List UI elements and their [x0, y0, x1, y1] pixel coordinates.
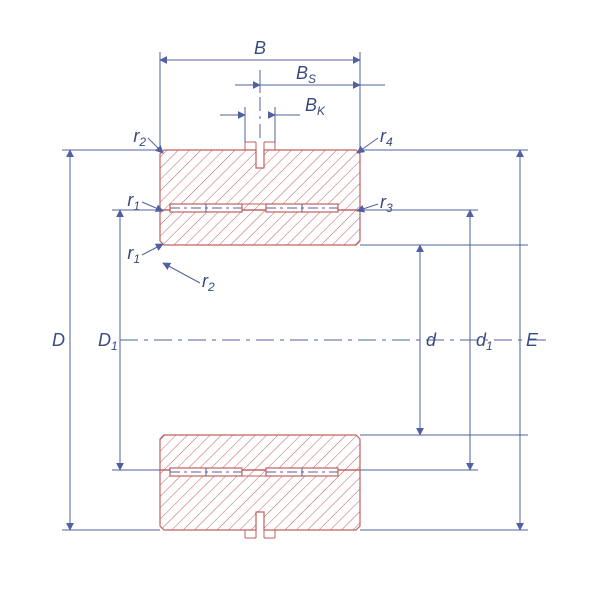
svg-text:E: E [526, 330, 539, 350]
svg-text:d: d [426, 330, 437, 350]
svg-text:BS: BS [296, 63, 316, 86]
label-B: B [254, 38, 266, 58]
svg-text:r1: r1 [127, 243, 140, 266]
svg-text:r2: r2 [202, 271, 215, 294]
svg-text:D1: D1 [98, 330, 118, 353]
bearing-section-diagram: BBSBKr2r4r1r1r3r2DD1dd1E [0, 0, 600, 600]
svg-text:r2: r2 [133, 126, 146, 149]
svg-text:d1: d1 [476, 330, 493, 353]
svg-text:BK: BK [305, 95, 326, 118]
svg-text:r3: r3 [380, 192, 393, 215]
svg-text:D: D [52, 330, 65, 350]
svg-text:r4: r4 [380, 126, 393, 149]
